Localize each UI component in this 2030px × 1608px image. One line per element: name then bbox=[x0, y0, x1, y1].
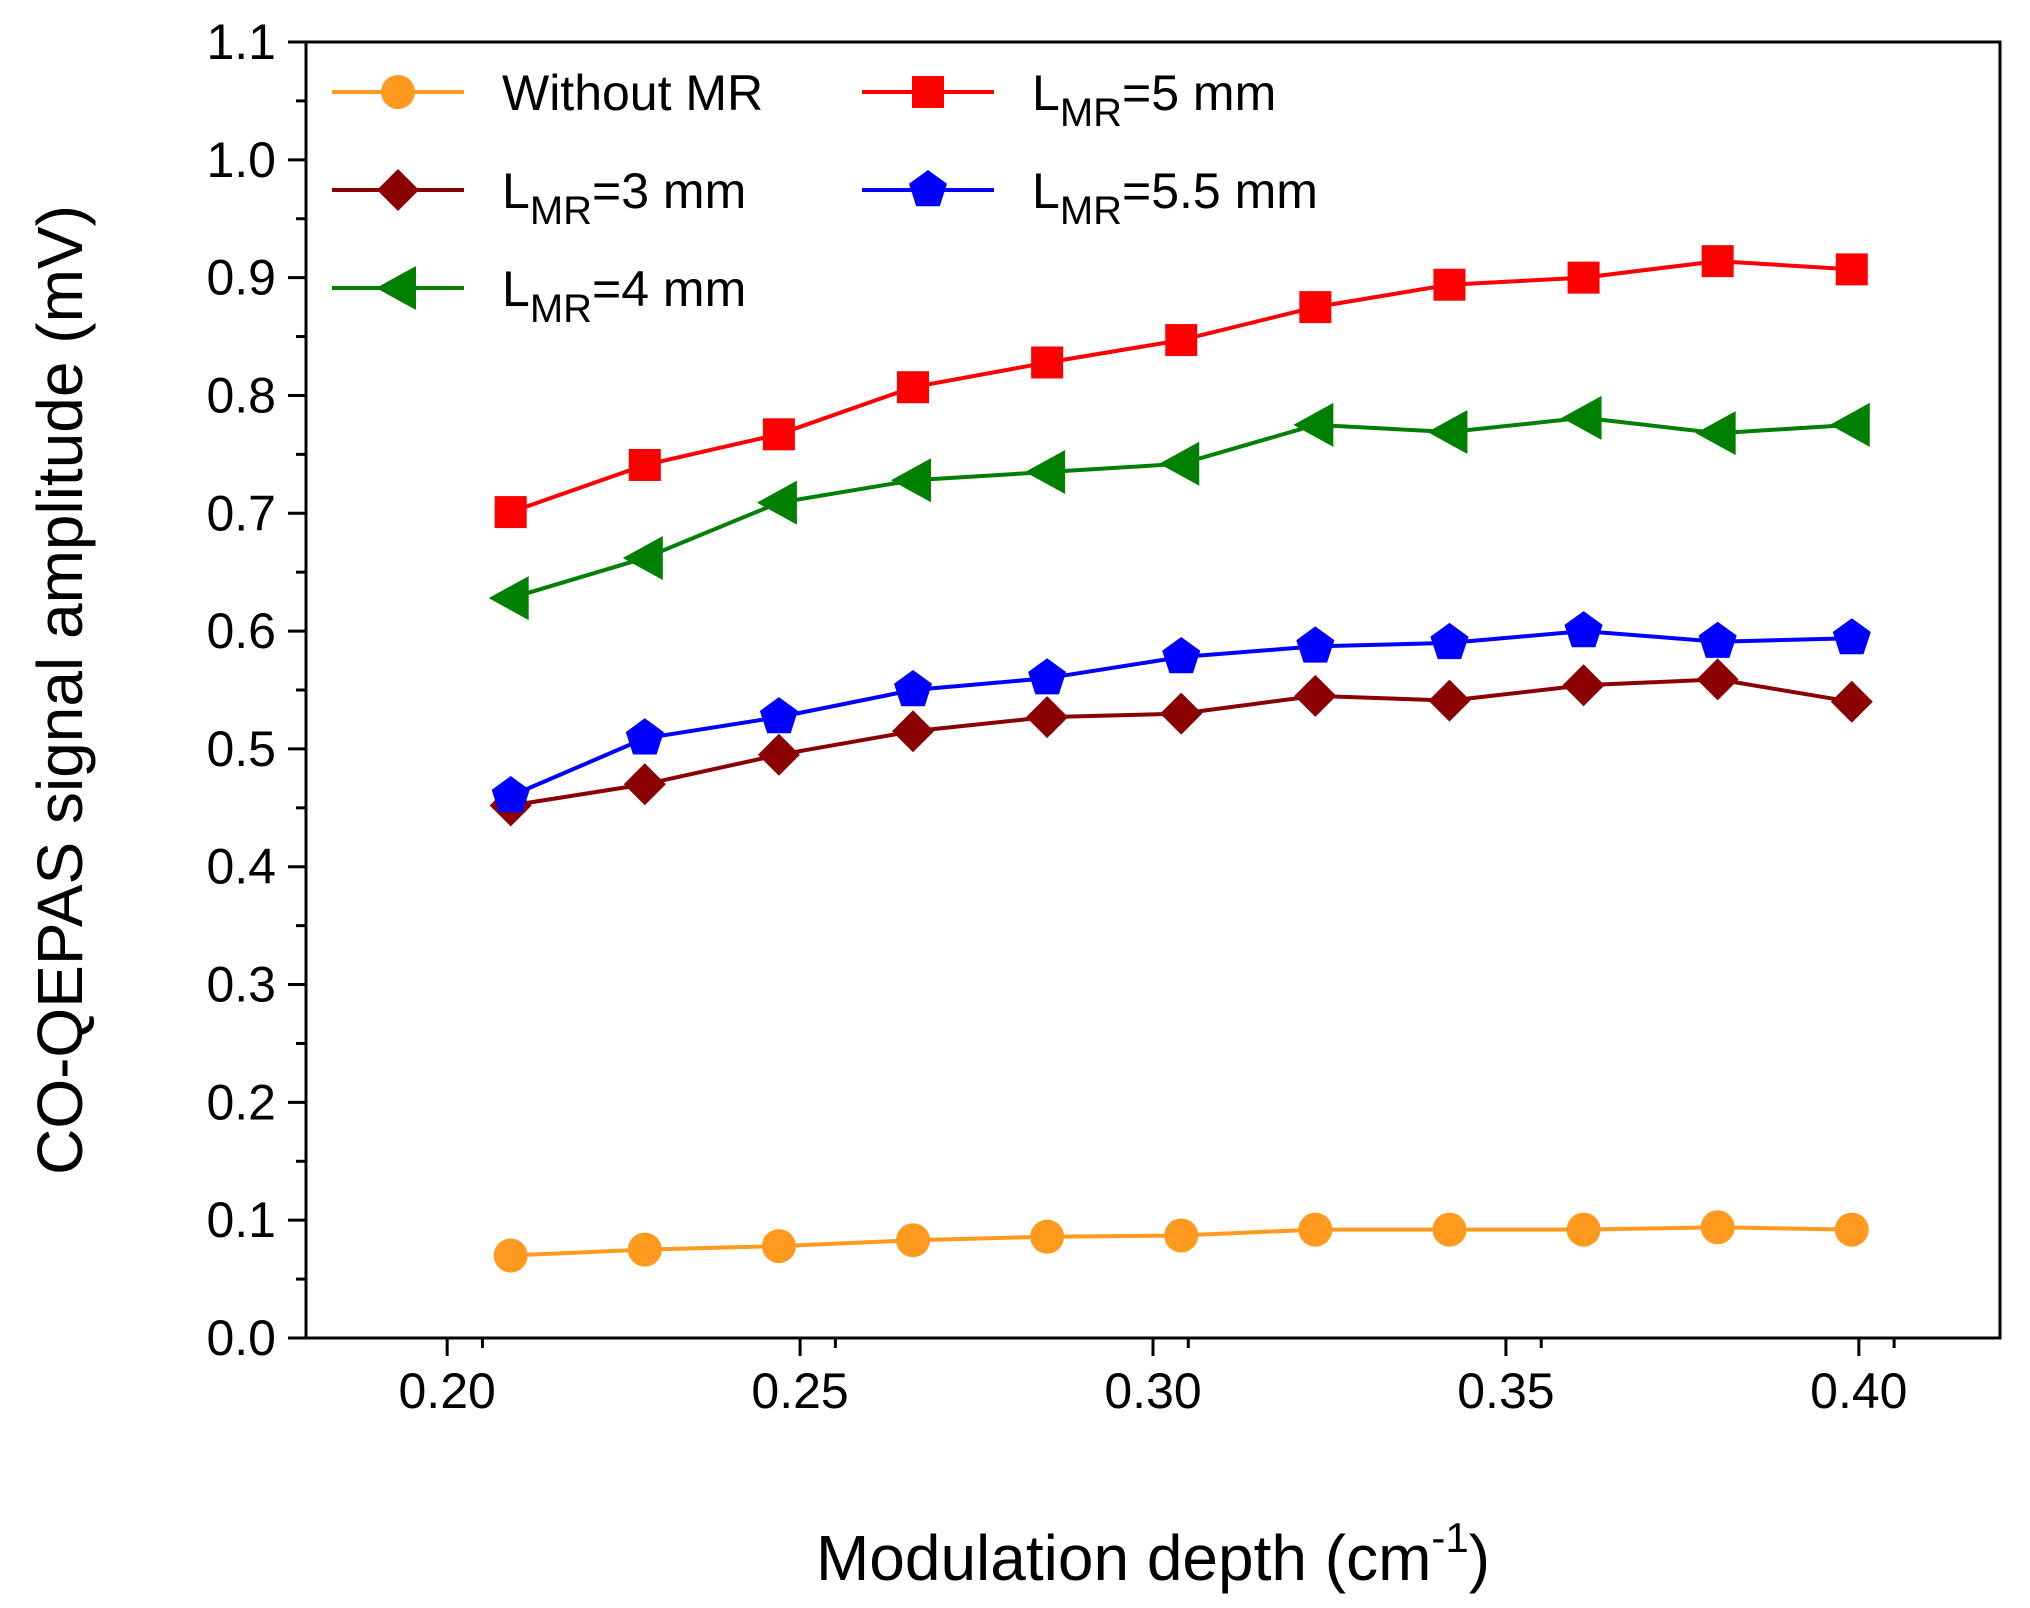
data-point bbox=[759, 697, 798, 734]
y-tick-label: 1.1 bbox=[206, 14, 276, 70]
data-point bbox=[1566, 1212, 1601, 1247]
legend-marker bbox=[376, 266, 416, 310]
data-point bbox=[623, 763, 666, 806]
x-axis-title: Modulation depth (cm-1) bbox=[816, 1514, 1490, 1594]
data-point bbox=[1696, 658, 1739, 701]
legend-marker bbox=[381, 75, 415, 109]
y-tick-label: 0.2 bbox=[206, 1074, 276, 1130]
data-point bbox=[897, 371, 930, 404]
data-point bbox=[1165, 324, 1198, 357]
data-point bbox=[1830, 680, 1873, 723]
data-point bbox=[1561, 395, 1602, 440]
data-point bbox=[1829, 402, 1870, 447]
data-point bbox=[1564, 611, 1603, 648]
y-tick-label: 0.6 bbox=[206, 603, 276, 659]
data-point bbox=[756, 480, 797, 525]
data-point bbox=[1562, 664, 1605, 707]
y-tick-label: 1.0 bbox=[206, 132, 276, 188]
data-point bbox=[1832, 618, 1871, 655]
data-point bbox=[892, 710, 935, 753]
x-tick-label: 0.20 bbox=[399, 1363, 496, 1419]
data-point bbox=[1162, 637, 1201, 674]
y-tick-label: 0.1 bbox=[206, 1192, 276, 1248]
data-point bbox=[1028, 658, 1067, 695]
data-point bbox=[491, 776, 530, 813]
legend-item: LMR=5.5 mm bbox=[862, 163, 1318, 233]
data-point bbox=[1701, 245, 1734, 278]
data-point bbox=[1299, 291, 1332, 324]
data-point bbox=[1296, 626, 1335, 663]
data-point bbox=[1432, 1212, 1467, 1247]
x-tick-label: 0.30 bbox=[1104, 1363, 1201, 1419]
legend-label: Without MR bbox=[502, 65, 763, 121]
data-point bbox=[1026, 696, 1069, 739]
data-point bbox=[1030, 1219, 1065, 1254]
x-tick-label: 0.40 bbox=[1810, 1363, 1907, 1419]
series-lmr-5-5-mm bbox=[491, 611, 1871, 813]
data-point bbox=[493, 1238, 528, 1273]
data-point bbox=[1567, 261, 1600, 294]
data-point bbox=[761, 1229, 796, 1264]
series-lmr-4-mm bbox=[488, 395, 1870, 621]
y-tick-label: 0.0 bbox=[206, 1310, 276, 1366]
data-point bbox=[1293, 402, 1334, 447]
legend-marker bbox=[377, 169, 419, 211]
data-point bbox=[1025, 450, 1066, 495]
data-point bbox=[1160, 692, 1203, 735]
legend-item: LMR=3 mm bbox=[332, 163, 746, 233]
data-point bbox=[1294, 674, 1337, 717]
data-point bbox=[1695, 411, 1736, 456]
data-point bbox=[1698, 621, 1737, 658]
y-tick-label: 0.7 bbox=[206, 485, 276, 541]
data-point bbox=[1427, 409, 1468, 454]
y-tick-label: 0.4 bbox=[206, 839, 276, 895]
data-point bbox=[628, 448, 661, 481]
data-point bbox=[894, 670, 932, 707]
data-point bbox=[891, 458, 932, 503]
data-point bbox=[762, 418, 795, 451]
legend-item: Without MR bbox=[332, 65, 763, 121]
data-point bbox=[1164, 1218, 1199, 1253]
legend-label: LMR=4 mm bbox=[502, 261, 746, 331]
series-lmr-5-mm bbox=[494, 245, 1868, 529]
y-tick-label: 0.8 bbox=[206, 367, 276, 423]
data-point bbox=[1834, 1212, 1869, 1247]
y-tick-label: 0.5 bbox=[206, 721, 276, 777]
data-point bbox=[1430, 622, 1469, 660]
data-point bbox=[622, 536, 663, 581]
y-tick-label: 0.3 bbox=[206, 957, 276, 1013]
x-tick-label: 0.35 bbox=[1457, 1363, 1554, 1419]
data-point bbox=[1433, 268, 1466, 301]
data-point bbox=[1428, 679, 1471, 722]
series-without-mr bbox=[493, 1210, 1869, 1273]
legend-label: LMR=5.5 mm bbox=[1032, 163, 1318, 233]
data-point bbox=[494, 496, 527, 529]
x-tick-label: 0.25 bbox=[751, 1363, 848, 1419]
data-point bbox=[896, 1223, 931, 1258]
legend-marker bbox=[912, 76, 944, 108]
data-point bbox=[1031, 346, 1064, 379]
data-point bbox=[488, 576, 529, 621]
data-point bbox=[1700, 1210, 1735, 1245]
data-point bbox=[1835, 253, 1868, 286]
legend-item: LMR=5 mm bbox=[862, 65, 1276, 135]
legend-label: LMR=3 mm bbox=[502, 163, 746, 233]
data-point bbox=[627, 1232, 662, 1267]
data-point bbox=[625, 718, 664, 755]
legend-item: LMR=4 mm bbox=[332, 261, 746, 331]
y-axis-title: CO-QEPAS signal amplitude (mV) bbox=[24, 205, 96, 1175]
legend-label: LMR=5 mm bbox=[1032, 65, 1276, 135]
y-tick-label: 0.9 bbox=[206, 250, 276, 306]
data-point bbox=[1298, 1212, 1333, 1247]
legend-marker bbox=[909, 170, 947, 207]
data-point bbox=[1159, 441, 1200, 486]
series-lmr-3-mm bbox=[489, 658, 1873, 827]
data-point bbox=[757, 733, 800, 776]
